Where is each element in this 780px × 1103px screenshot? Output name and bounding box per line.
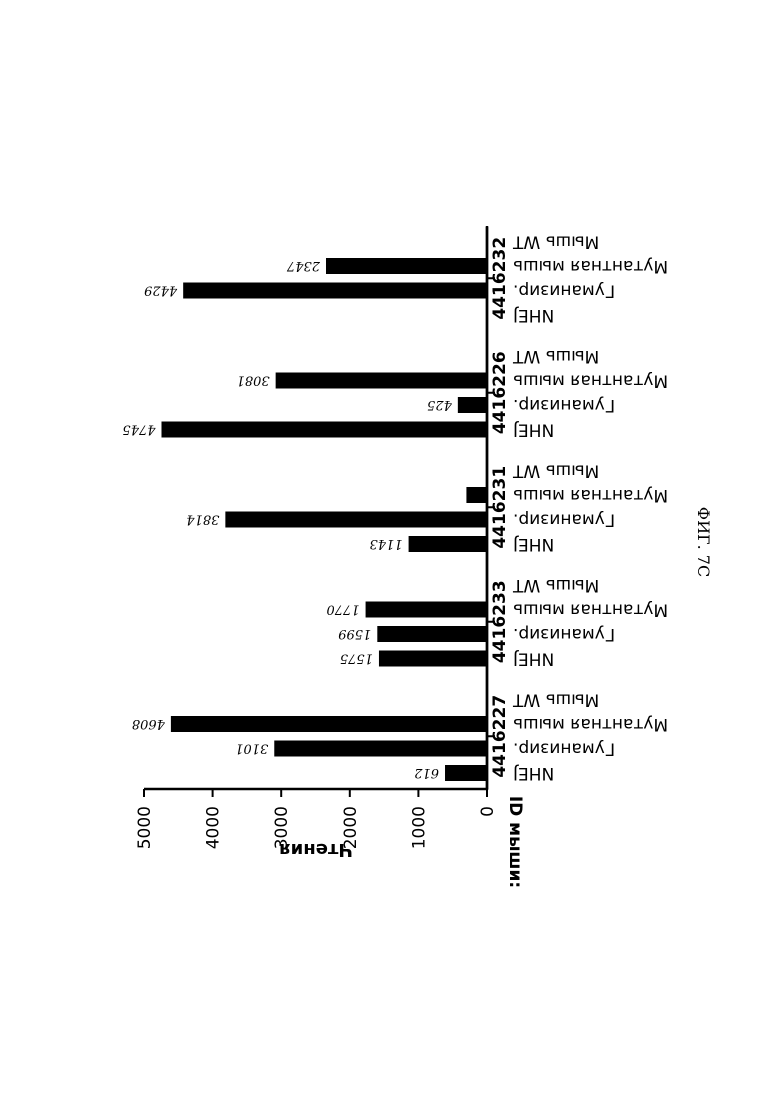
figure-label: ФИГ. 7С: [694, 507, 713, 577]
category-label: NHEJ: [513, 534, 554, 554]
bar-value-label: 3814: [186, 512, 219, 527]
bar: [409, 536, 487, 552]
bar: [379, 651, 487, 667]
bar: [466, 487, 487, 503]
bar: [445, 765, 487, 781]
bar-value-label: 1575: [340, 651, 373, 666]
value-tick-label: 1000: [409, 806, 429, 849]
category-label: Мышь WT: [512, 461, 599, 481]
bar: [161, 422, 487, 438]
y-axis-label: Чтения: [279, 839, 353, 860]
value-tick-label: 4000: [204, 806, 224, 849]
bar-value-label: 4745: [122, 422, 156, 437]
category-label: Мутантная мышь: [513, 714, 668, 734]
bar: [458, 397, 487, 413]
category-label: Гуманизир.: [513, 739, 615, 759]
category-label: Мышь WT: [512, 575, 599, 595]
value-tick-label: 0: [478, 806, 498, 817]
category-label: NHEJ: [513, 649, 554, 669]
bar: [171, 716, 487, 732]
bar: [366, 602, 487, 618]
bar-value-label: 1143: [369, 536, 402, 551]
bar: [183, 283, 487, 299]
bar-group: 1575 NHEJ 1599 Гуманизир. 1770 Мутантная мышь…: [326, 575, 668, 669]
category-label: Мышь WT: [512, 232, 599, 252]
bar: [225, 512, 487, 528]
category-label: Мутантная мышь: [513, 371, 668, 391]
bar-value-label: 4429: [144, 283, 178, 298]
value-tick-label: 5000: [135, 806, 155, 849]
bar: [274, 741, 487, 757]
category-label: Мышь WT: [512, 346, 599, 366]
bar-value-label: 3081: [237, 373, 270, 388]
category-label: Мутантная мышь: [513, 485, 668, 505]
bar-value-label: 2347: [286, 258, 321, 273]
bar: [326, 258, 487, 274]
category-label: Гуманизир.: [513, 624, 615, 644]
category-label: Гуманизир.: [513, 510, 615, 530]
bar-value-label: 612: [414, 765, 439, 780]
bar-group: 1143 NHEJ 3814 Гуманизир. Мутантная мышь Мышь…: [186, 461, 668, 555]
bar-value-label: 1599: [338, 626, 371, 641]
category-label: NHEJ: [513, 763, 554, 783]
bar: [377, 626, 487, 642]
bar-value-label: 425: [427, 397, 453, 412]
bar-group: 612 NHEJ 3101 Гуманизир. 4608 Мутантная мышь М…: [132, 690, 668, 784]
category-label: Гуманизир.: [513, 281, 615, 301]
bar-group: NHEJ 4429 Гуманизир. 2347 Мутантная мышь Мышь…: [144, 232, 668, 326]
category-label: Гуманизир.: [513, 395, 615, 415]
mouse-id-axis-label: ID мыши:: [505, 796, 525, 888]
bar-value-label: 4608: [132, 716, 166, 731]
bar-value-label: 3101: [235, 741, 268, 756]
category-label: Мышь WT: [512, 690, 599, 710]
category-label: NHEJ: [513, 305, 554, 325]
bar-group: 4745 NHEJ 425 Гуманизир. 3081 Мутантная мышь М…: [122, 346, 668, 440]
category-label: Мутантная мышь: [513, 600, 668, 620]
plot-marks: 612 NHEJ 3101 Гуманизир. 4608 Мутантная мышь М…: [122, 232, 668, 784]
bar: [276, 373, 487, 389]
category-label: Мутантная мышь: [513, 256, 668, 276]
category-label: NHEJ: [513, 420, 554, 440]
bar-value-label: 1770: [326, 602, 359, 617]
